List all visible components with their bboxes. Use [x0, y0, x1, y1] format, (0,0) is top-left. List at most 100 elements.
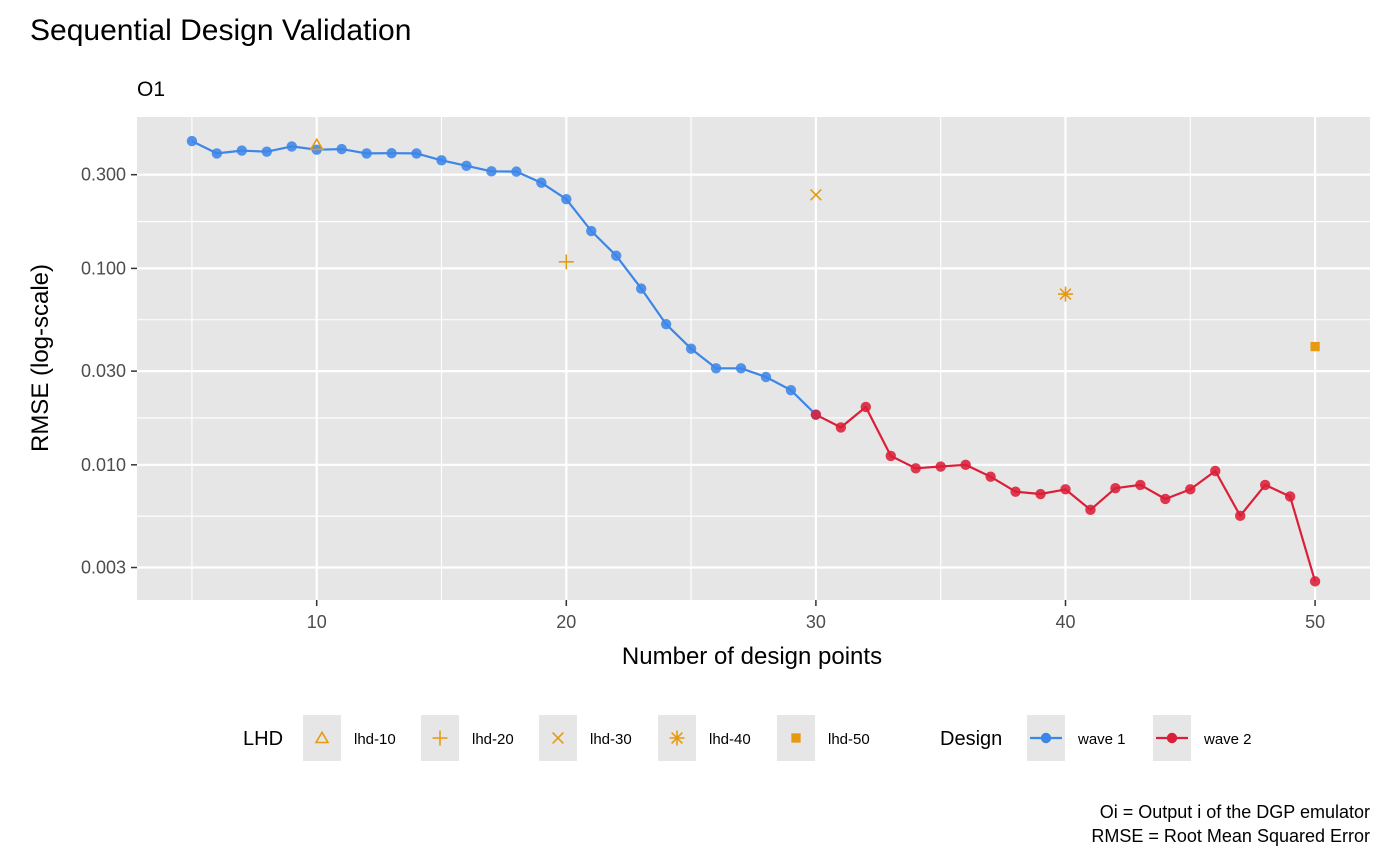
data-point-wave-2 — [1309, 576, 1321, 587]
data-point-wave-1 — [261, 146, 272, 157]
plot-background — [137, 117, 1370, 600]
legend-dot-wave-2 — [1166, 732, 1178, 744]
data-point-wave-2 — [1259, 479, 1271, 491]
data-point-wave-2 — [1210, 465, 1221, 477]
data-point-wave-1 — [561, 194, 572, 205]
data-point-wave-2 — [1284, 491, 1296, 502]
data-point-lhd-20 — [558, 254, 574, 270]
data-point-wave-2 — [960, 459, 971, 471]
y-tick-label: 0.300 — [81, 165, 126, 185]
legend-symbol-lhd-40 — [669, 730, 685, 746]
data-point-lhd-40 — [1057, 286, 1073, 302]
data-point-wave-1 — [785, 384, 797, 396]
data-point-wave-1 — [336, 143, 347, 155]
data-point-wave-1 — [685, 343, 697, 354]
data-point-wave-1 — [710, 363, 722, 374]
x-tick-label: 10 — [307, 612, 327, 632]
asterisk-icon — [669, 730, 685, 746]
cross-icon — [809, 188, 822, 201]
data-point-wave-1 — [586, 225, 597, 237]
data-point-wave-1 — [486, 166, 497, 177]
cross-icon — [552, 732, 564, 744]
legend-label-lhd-50: lhd-50 — [828, 731, 870, 748]
plot-panel — [137, 117, 1370, 600]
data-point-lhd-10 — [309, 137, 325, 151]
data-point-wave-2 — [910, 463, 921, 474]
data-series — [186, 135, 1321, 587]
x-axis-title: Number of design points — [622, 643, 882, 670]
data-point-wave-2 — [1110, 483, 1121, 494]
data-point-wave-1 — [635, 283, 647, 294]
data-point-wave-2 — [835, 422, 847, 433]
data-point-wave-2 — [1185, 484, 1196, 495]
x-tick-label: 30 — [806, 612, 826, 632]
legend-title-lhd: LHD — [243, 728, 283, 750]
data-point-wave-1 — [660, 318, 672, 330]
plus-icon — [558, 254, 574, 270]
data-point-wave-1 — [536, 177, 547, 188]
data-point-wave-1 — [461, 160, 472, 171]
y-tick-label: 0.003 — [81, 558, 126, 578]
legend-symbol-lhd-10 — [314, 730, 330, 744]
data-point-wave-2 — [810, 409, 822, 420]
data-point-wave-1 — [211, 148, 223, 159]
y-axis-title: RMSE (log-scale) — [27, 264, 54, 452]
x-tick-label: 20 — [556, 612, 576, 632]
caption-line-1: Oi = Output i of the DGP emulator — [1100, 802, 1370, 822]
data-point-wave-1 — [386, 147, 397, 159]
data-point-wave-1 — [511, 166, 522, 177]
caption-line-2: RMSE = Root Mean Squared Error — [1091, 826, 1370, 846]
legend-label-lhd-40: lhd-40 — [709, 731, 751, 748]
data-point-wave-2 — [1135, 479, 1146, 491]
axis-ticks: 10 20 30 40 50 0.003 0.010 0.030 0.100 0.300 — [81, 165, 1325, 632]
data-point-wave-1 — [286, 141, 297, 152]
data-point-wave-2 — [1235, 510, 1246, 522]
chart-title: Sequential Design Validation — [30, 14, 411, 47]
triangle-open-icon — [314, 730, 330, 744]
data-point-wave-2 — [1035, 488, 1046, 500]
legend-symbol-lhd-50 — [791, 733, 801, 743]
data-point-wave-2 — [1060, 484, 1071, 495]
legend: LHD lhd-10 lhd-20 lhd-30 lhd-40 lhd-50 Design w… — [243, 715, 1252, 761]
triangle-open-icon — [309, 137, 325, 151]
legend-symbol-lhd-20 — [432, 730, 448, 746]
square-filled-icon — [1310, 341, 1320, 352]
data-point-wave-2 — [1085, 504, 1096, 516]
data-point-wave-1 — [436, 155, 447, 166]
data-point-wave-2 — [985, 471, 996, 482]
legend-dot-wave-1 — [1040, 732, 1052, 744]
data-point-wave-2 — [1010, 486, 1021, 497]
legend-label-lhd-30: lhd-30 — [590, 731, 632, 748]
legend-symbol-lhd-30 — [552, 732, 564, 744]
chart-subtitle: O1 — [137, 78, 165, 101]
data-point-wave-2 — [860, 401, 872, 413]
y-tick-label: 0.010 — [81, 455, 126, 475]
legend-title-design: Design — [940, 728, 1002, 750]
data-point-wave-2 — [885, 450, 896, 462]
legend-key-lhd-10 — [303, 715, 341, 761]
data-point-wave-2 — [935, 461, 946, 472]
data-point-wave-1 — [611, 250, 622, 261]
legend-label-lhd-20: lhd-20 — [472, 731, 514, 748]
data-point-wave-1 — [760, 371, 772, 383]
lhd-points — [309, 137, 1320, 352]
y-tick-label: 0.030 — [81, 361, 126, 381]
data-point-wave-1 — [361, 148, 372, 159]
plus-icon — [432, 730, 448, 746]
data-point-lhd-30 — [809, 188, 822, 201]
asterisk-icon — [1057, 286, 1073, 302]
data-point-wave-1 — [735, 363, 747, 374]
legend-label-wave-2: wave 2 — [1203, 731, 1252, 748]
data-point-wave-2 — [1160, 493, 1171, 505]
x-tick-label: 40 — [1055, 612, 1075, 632]
data-point-wave-1 — [411, 148, 422, 159]
data-point-wave-1 — [236, 145, 248, 156]
x-tick-label: 50 — [1305, 612, 1325, 632]
legend-label-lhd-10: lhd-10 — [354, 731, 396, 748]
square-filled-icon — [791, 733, 801, 743]
y-tick-label: 0.100 — [81, 258, 126, 278]
legend-label-wave-1: wave 1 — [1077, 731, 1126, 748]
data-point-lhd-50 — [1310, 341, 1320, 352]
data-point-wave-1 — [186, 135, 198, 147]
